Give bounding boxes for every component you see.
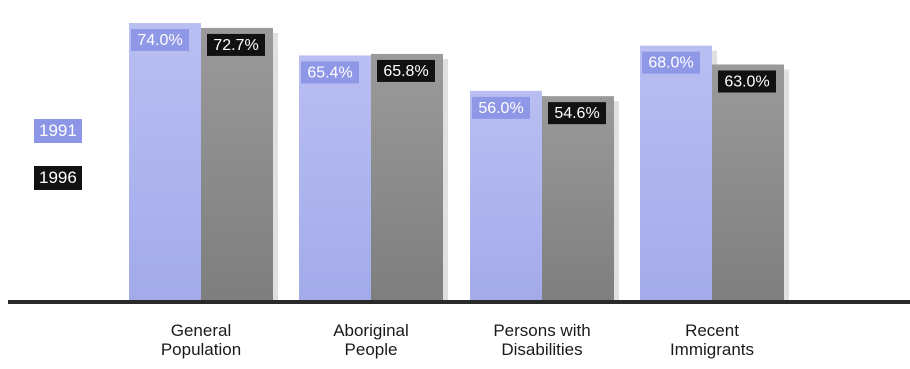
bar-1991-0 [129, 23, 201, 303]
bar-1996-2 [542, 96, 614, 303]
category-label: Population [161, 340, 241, 359]
data-label: 54.6% [554, 105, 599, 122]
data-label-box [301, 61, 359, 84]
data-label: 65.8% [383, 63, 428, 80]
data-label-box [642, 51, 700, 74]
bar-1996-1 [371, 53, 443, 303]
category-label: Persons with [493, 321, 590, 340]
data-label-box [207, 33, 265, 56]
category-label: Aboriginal [333, 321, 409, 340]
data-label-box [131, 29, 189, 52]
data-label: 68.0% [648, 55, 693, 72]
data-label-box [718, 70, 776, 93]
category-label: Disabilities [501, 340, 582, 359]
bar-1996-0 [201, 27, 273, 303]
category-label: People [345, 340, 398, 359]
legend-item-1991: 1991 [34, 119, 82, 143]
data-label: 65.4% [307, 64, 352, 81]
legend-item-1996: 1996 [34, 166, 82, 190]
data-label: 63.0% [724, 73, 769, 90]
bar-1991-1 [299, 55, 371, 302]
data-label-box [377, 59, 435, 82]
data-label: 72.7% [213, 37, 258, 54]
category-label: Immigrants [670, 340, 754, 359]
data-label-box [548, 102, 606, 125]
bar-1996-3 [712, 64, 784, 303]
bar-1991-3 [640, 45, 712, 302]
data-label-box [472, 96, 530, 119]
category-label: General [171, 321, 231, 340]
data-label: 74.0% [137, 32, 182, 49]
bar-1991-2 [470, 90, 542, 302]
category-label: Recent [685, 321, 739, 340]
data-label: 56.0% [478, 100, 523, 117]
